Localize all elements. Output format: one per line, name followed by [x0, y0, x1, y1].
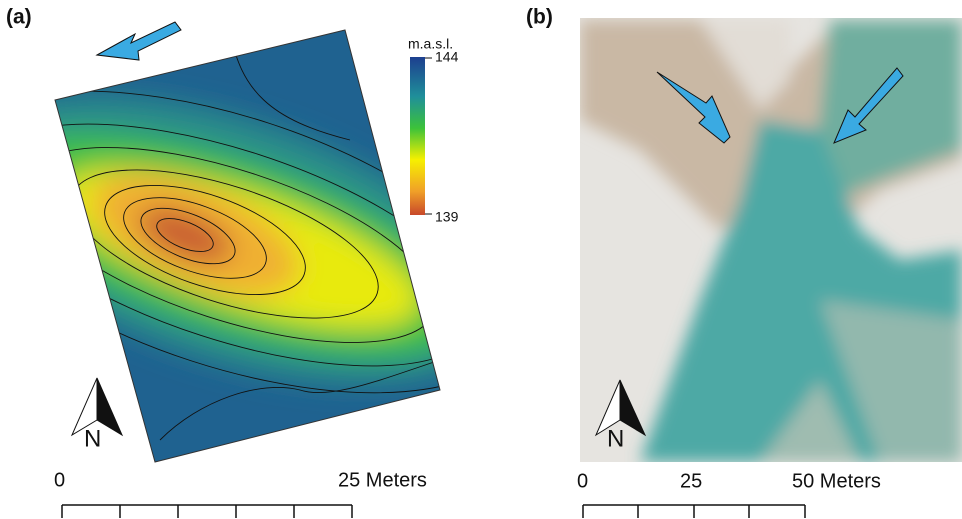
north-arrow [594, 379, 647, 437]
scale-bar [582, 504, 806, 518]
scale-bar [61, 504, 353, 518]
scale-label: 0 [54, 469, 65, 491]
color-bar [410, 57, 425, 215]
legend-title: m.a.s.l. [408, 36, 453, 52]
flow-arrow [833, 67, 904, 144]
aerial-photo [580, 18, 962, 462]
scale-label: 25 Meters [338, 469, 427, 491]
legend-max: 144 [435, 49, 459, 65]
flow-arrow [656, 71, 731, 144]
north-arrow [70, 377, 124, 437]
scale-label: 50 Meters [792, 470, 881, 492]
panel-label: (b) [526, 6, 553, 29]
scale-label: 0 [577, 470, 588, 492]
north-label: N [84, 425, 101, 452]
scale-label: 25 [680, 470, 702, 492]
legend-min: 139 [435, 209, 459, 225]
panel-label: (a) [6, 6, 32, 29]
north-label: N [607, 425, 624, 452]
flow-arrow [95, 21, 182, 61]
